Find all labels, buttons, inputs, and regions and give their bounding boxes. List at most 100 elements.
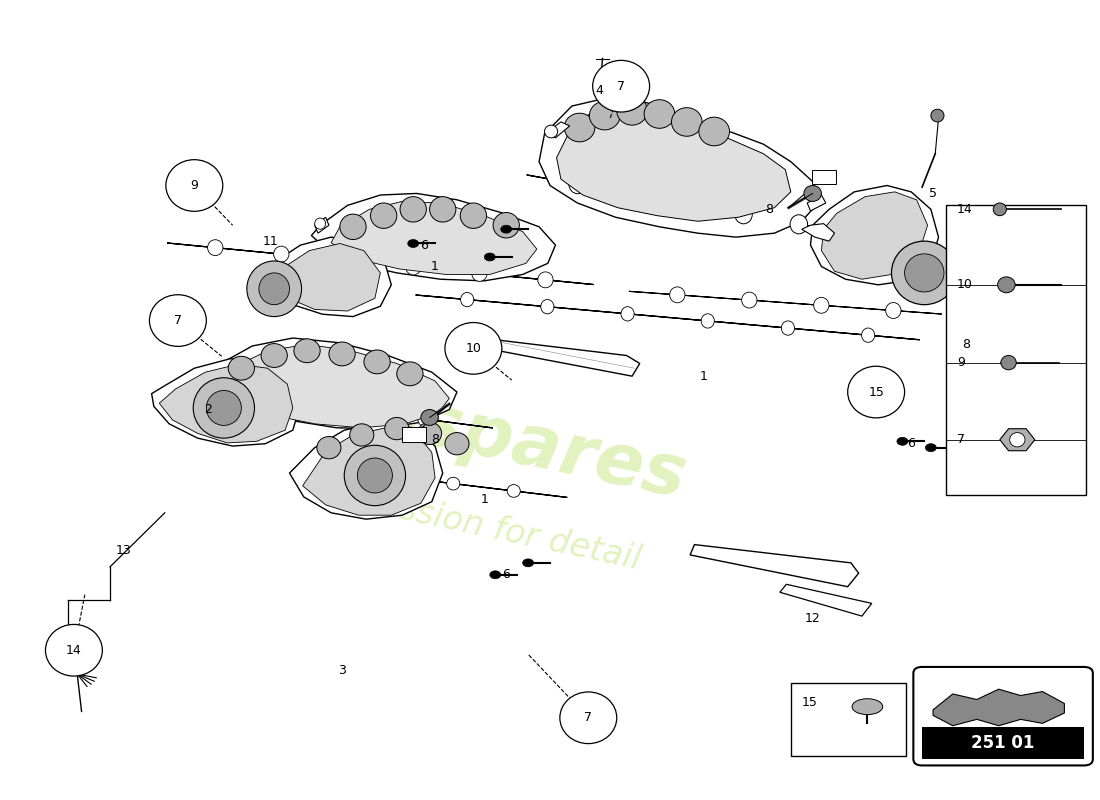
Text: 7: 7: [174, 314, 182, 327]
Ellipse shape: [350, 424, 374, 446]
Text: 6: 6: [503, 568, 510, 582]
Ellipse shape: [150, 294, 207, 346]
Ellipse shape: [861, 328, 875, 342]
Ellipse shape: [522, 559, 534, 567]
Ellipse shape: [904, 254, 944, 292]
Ellipse shape: [406, 259, 421, 275]
Ellipse shape: [701, 314, 714, 328]
Ellipse shape: [228, 356, 254, 380]
Text: 1: 1: [481, 493, 488, 506]
Polygon shape: [811, 186, 938, 285]
Text: 1: 1: [700, 370, 707, 382]
Polygon shape: [1000, 429, 1035, 450]
Ellipse shape: [848, 366, 904, 418]
Ellipse shape: [671, 108, 702, 136]
Ellipse shape: [317, 437, 341, 458]
Ellipse shape: [698, 117, 729, 146]
Ellipse shape: [896, 438, 907, 446]
Polygon shape: [690, 545, 859, 586]
Ellipse shape: [340, 253, 355, 269]
Polygon shape: [416, 295, 920, 340]
Ellipse shape: [1010, 433, 1025, 447]
Polygon shape: [933, 689, 1065, 726]
Ellipse shape: [925, 444, 936, 452]
Ellipse shape: [804, 186, 822, 202]
Ellipse shape: [261, 343, 287, 367]
Text: 6: 6: [908, 437, 915, 450]
Ellipse shape: [590, 102, 620, 130]
Polygon shape: [629, 291, 942, 314]
Ellipse shape: [460, 203, 486, 229]
Text: 15: 15: [868, 386, 884, 398]
Polygon shape: [272, 243, 381, 311]
Ellipse shape: [970, 297, 988, 313]
Ellipse shape: [490, 571, 500, 578]
Ellipse shape: [781, 321, 794, 335]
Polygon shape: [315, 218, 329, 233]
Polygon shape: [468, 337, 640, 376]
Ellipse shape: [364, 350, 390, 374]
Ellipse shape: [296, 396, 308, 410]
Ellipse shape: [484, 253, 495, 261]
Ellipse shape: [418, 412, 431, 426]
Text: 5: 5: [930, 187, 937, 200]
Ellipse shape: [493, 213, 519, 238]
Polygon shape: [802, 224, 835, 241]
Ellipse shape: [358, 458, 393, 493]
Polygon shape: [167, 243, 594, 285]
Ellipse shape: [569, 174, 586, 194]
Text: 2: 2: [205, 403, 212, 416]
Ellipse shape: [593, 60, 650, 112]
Ellipse shape: [670, 287, 685, 302]
Text: eurospares: eurospares: [232, 350, 693, 513]
Text: 10: 10: [957, 278, 974, 291]
Ellipse shape: [461, 293, 474, 306]
Ellipse shape: [541, 299, 554, 314]
Ellipse shape: [356, 404, 370, 418]
Ellipse shape: [624, 185, 641, 204]
Text: 9: 9: [957, 356, 965, 369]
FancyBboxPatch shape: [403, 427, 426, 442]
Text: 14: 14: [66, 644, 81, 657]
Ellipse shape: [208, 240, 223, 256]
Polygon shape: [539, 98, 818, 237]
Text: 6: 6: [420, 238, 428, 251]
Ellipse shape: [344, 446, 406, 506]
Text: 8: 8: [431, 434, 439, 446]
Ellipse shape: [560, 692, 617, 743]
Polygon shape: [160, 364, 293, 443]
Text: 13: 13: [116, 545, 131, 558]
Polygon shape: [807, 195, 826, 211]
Text: 10: 10: [465, 342, 482, 355]
Ellipse shape: [741, 292, 757, 308]
FancyBboxPatch shape: [913, 667, 1092, 766]
Ellipse shape: [447, 478, 460, 490]
Ellipse shape: [274, 246, 289, 262]
Text: 8: 8: [764, 203, 773, 216]
Ellipse shape: [680, 194, 697, 214]
Bar: [946, 206, 1087, 495]
Polygon shape: [527, 175, 836, 231]
Ellipse shape: [735, 205, 752, 224]
Ellipse shape: [444, 433, 469, 455]
Ellipse shape: [294, 339, 320, 362]
Bar: [791, 683, 905, 756]
Ellipse shape: [931, 110, 944, 122]
Ellipse shape: [385, 418, 409, 440]
Ellipse shape: [371, 203, 397, 229]
FancyBboxPatch shape: [812, 170, 836, 185]
Ellipse shape: [544, 125, 558, 138]
Ellipse shape: [538, 272, 553, 288]
Bar: [922, 727, 1085, 759]
Ellipse shape: [166, 160, 223, 211]
Ellipse shape: [400, 197, 427, 222]
Ellipse shape: [397, 362, 424, 386]
Text: 14: 14: [957, 203, 972, 216]
Polygon shape: [331, 202, 537, 274]
Ellipse shape: [66, 632, 84, 648]
Polygon shape: [152, 358, 300, 446]
Ellipse shape: [993, 203, 1007, 216]
Text: 9: 9: [190, 179, 198, 192]
Text: 8: 8: [961, 338, 970, 351]
Ellipse shape: [444, 322, 502, 374]
